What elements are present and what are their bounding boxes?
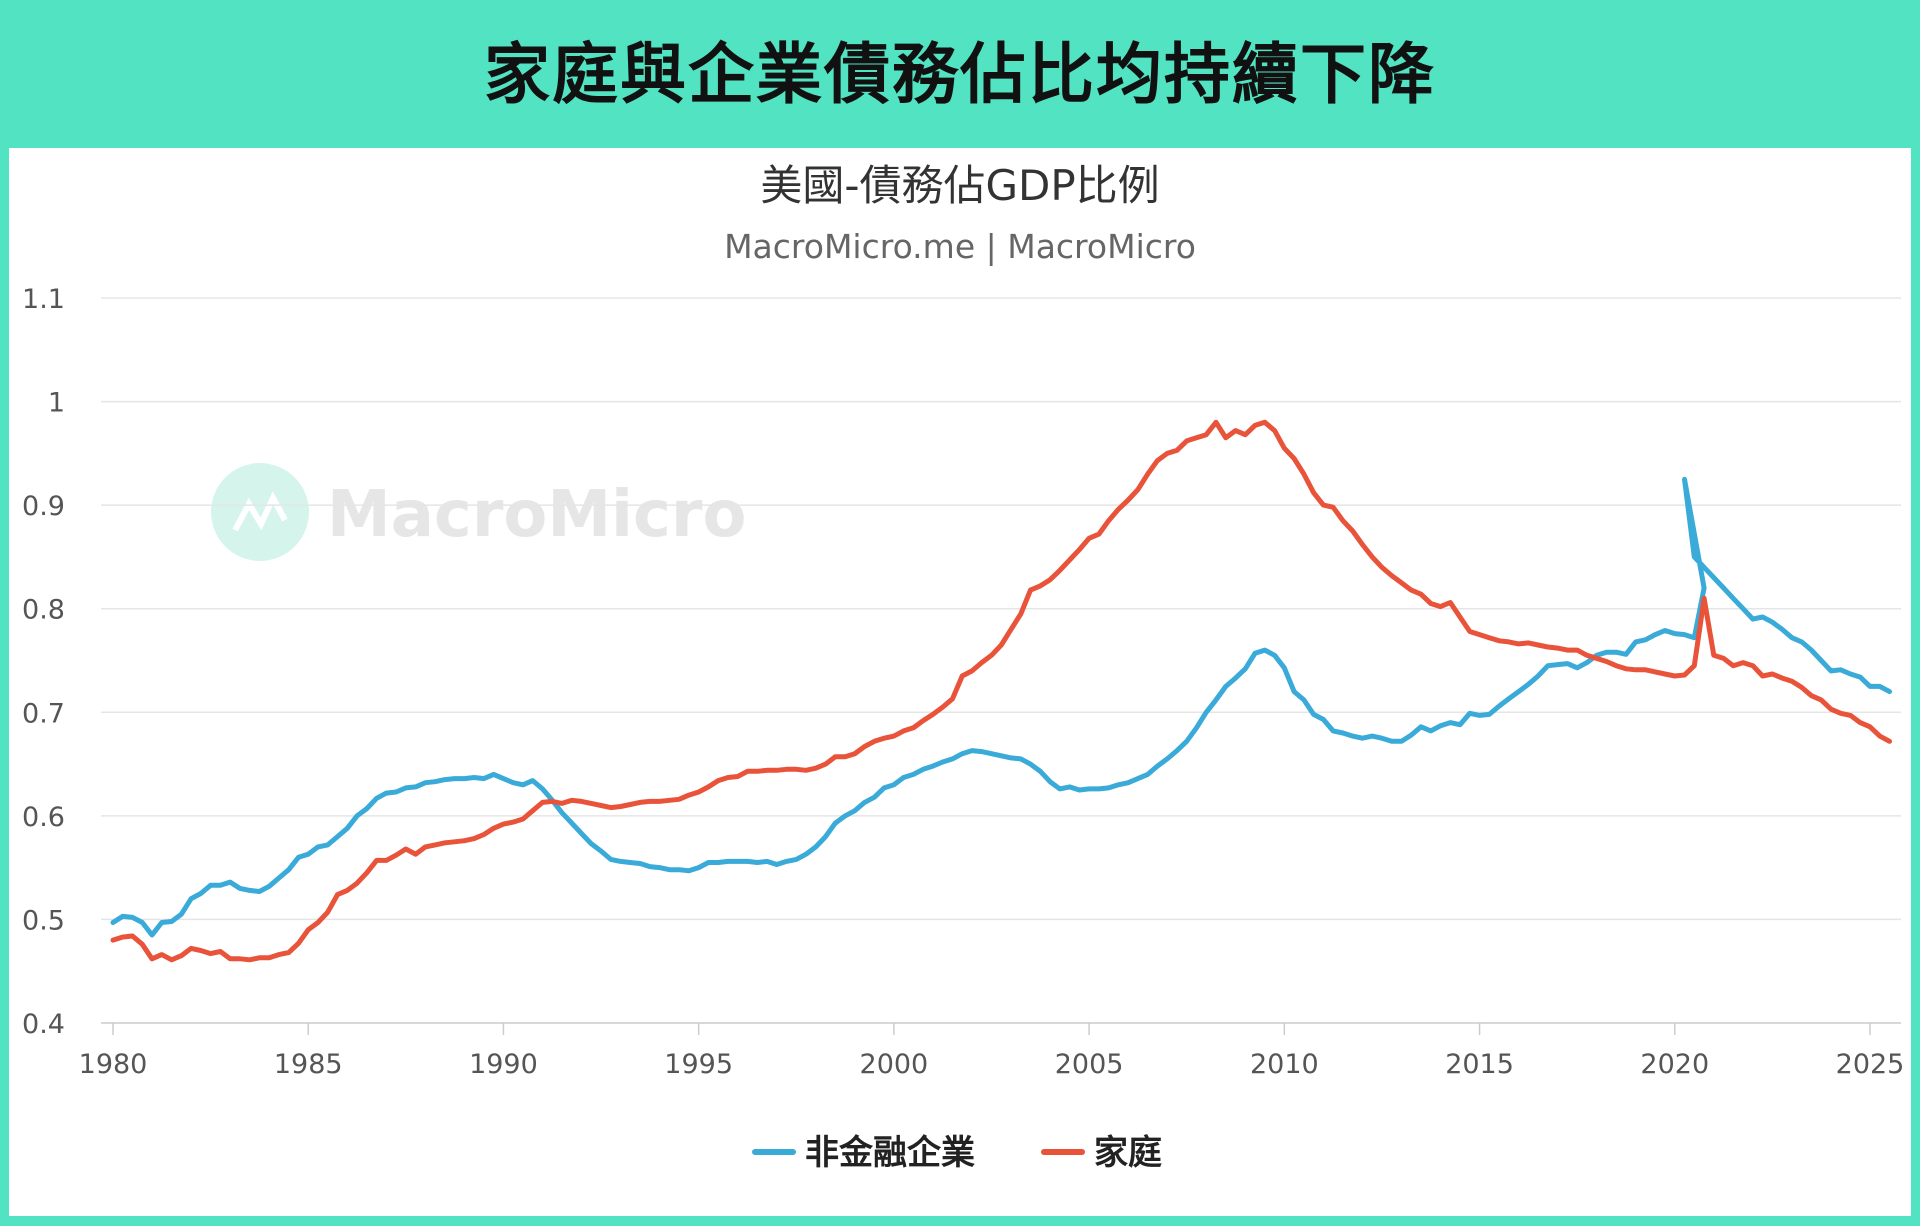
x-tick-label: 1990 — [469, 1049, 538, 1080]
legend[interactable]: 非金融企業 家庭 — [752, 1133, 1162, 1173]
y-tick-label: 1.1 — [22, 284, 65, 315]
x-tick-label: 2020 — [1640, 1049, 1709, 1080]
legend-label: 非金融企業 — [805, 1133, 975, 1173]
series-line-1[interactable] — [110, 419, 1892, 963]
y-tick-label: 1 — [48, 388, 65, 419]
y-tick-label: 0.4 — [22, 1009, 65, 1040]
watermark-text: MacroMicro — [327, 478, 746, 552]
x-tick-label: 2005 — [1055, 1049, 1124, 1080]
legend-item-0[interactable]: 非金融企業 — [752, 1133, 975, 1173]
banner-title: 家庭與企業債務佔比均持續下降 — [484, 36, 1436, 113]
legend-label: 家庭 — [1094, 1133, 1162, 1173]
y-tick-label: 0.7 — [22, 698, 65, 729]
y-tick-label: 0.5 — [22, 905, 65, 936]
chart-subtitle: MacroMicro.me | MacroMicro — [724, 227, 1196, 266]
y-tick-label: 0.8 — [22, 595, 65, 626]
grid — [101, 297, 1901, 1024]
y-tick-label: 0.6 — [22, 802, 65, 833]
legend-item-1[interactable]: 家庭 — [1041, 1133, 1162, 1173]
y-tick-label: 0.9 — [22, 491, 65, 522]
y-axis: 0.4 0.5 0.6 0.7 0.8 0.9 1 1.1 — [22, 284, 65, 1040]
banner: 家庭與企業債務佔比均持續下降 — [0, 0, 1920, 148]
chart-title: 美國-債務佔GDP比例 — [760, 161, 1159, 210]
watermark-logo-icon — [211, 463, 309, 561]
series-lines — [110, 419, 1892, 963]
x-tick-label: 2000 — [860, 1049, 929, 1080]
x-tick-label: 2025 — [1836, 1049, 1905, 1080]
x-tick-label: 1985 — [274, 1049, 343, 1080]
x-tick-label: 2015 — [1445, 1049, 1514, 1080]
watermark: MacroMicro — [211, 463, 746, 561]
x-axis: 1980 1985 1990 1995 2000 2005 2010 2015 2020 2025 — [79, 1023, 1905, 1080]
series-line-0[interactable] — [110, 476, 1892, 938]
x-tick-label: 1980 — [79, 1049, 148, 1080]
chart-panel: MacroMicro 0.4 0.5 0.6 0.7 0.8 0.9 1 1.1 1980 19… — [9, 148, 1911, 1216]
x-tick-label: 2010 — [1250, 1049, 1319, 1080]
x-tick-label: 1995 — [664, 1049, 733, 1080]
line-chart: MacroMicro 0.40.50.60.70.80.911.1 1980 19… — [22, 161, 1905, 1173]
